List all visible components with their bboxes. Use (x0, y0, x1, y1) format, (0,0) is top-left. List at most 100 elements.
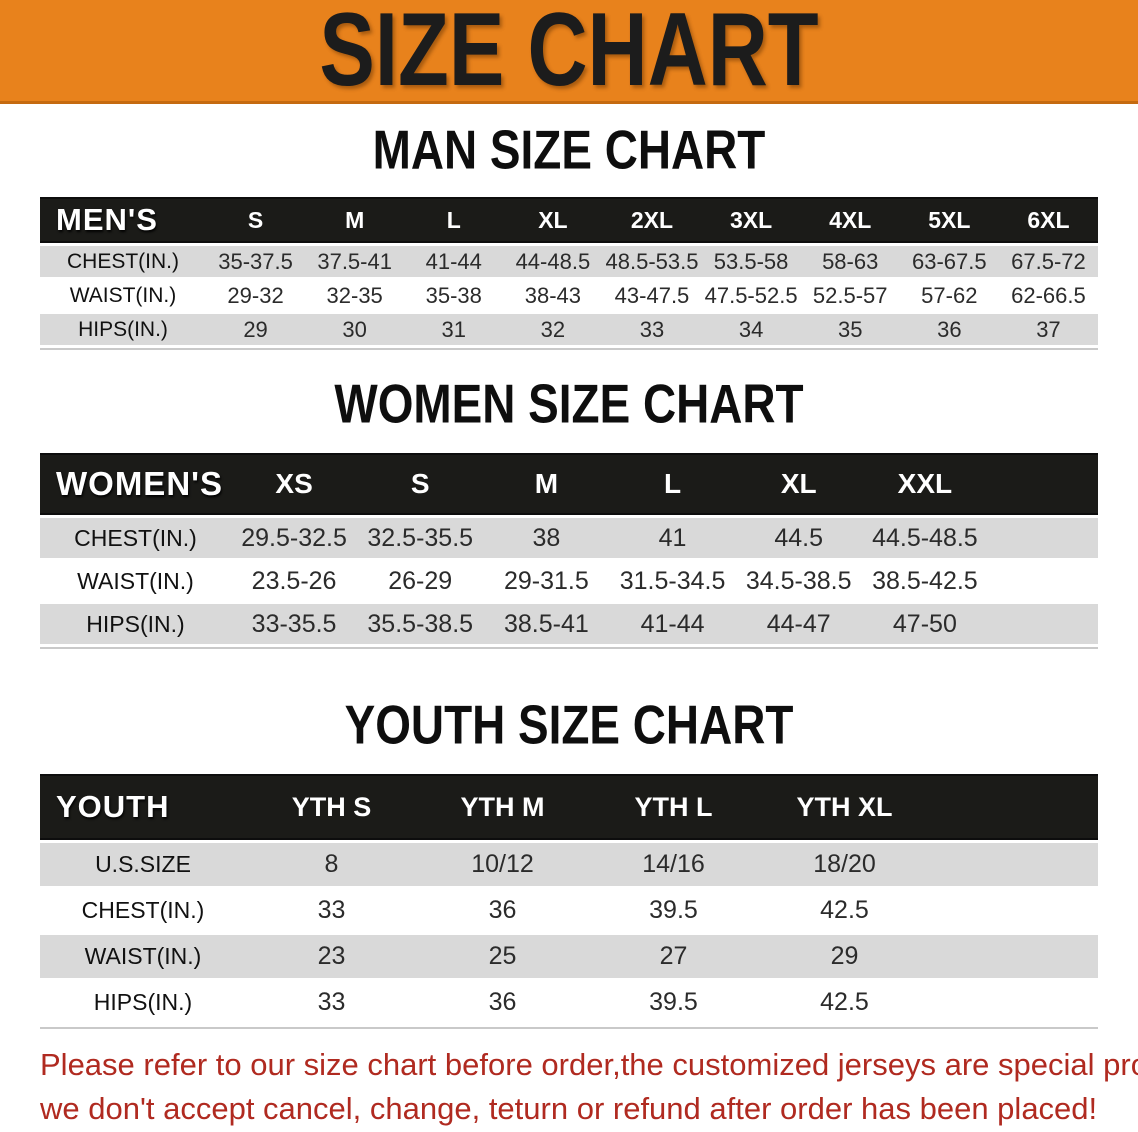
measure-label: U.S.SIZE (40, 843, 246, 886)
header-row: WOMEN'S XS S M L XL XXL (40, 453, 1098, 515)
banner-title: SIZE CHART (319, 0, 819, 108)
size-value: 67.5-72 (998, 246, 1098, 277)
size-value: 36 (417, 889, 588, 932)
size-value: 62-66.5 (998, 280, 1098, 311)
youth-section-title-text: YOUTH SIZE CHART (344, 694, 794, 756)
measure-label: HIPS(IN.) (40, 981, 246, 1024)
size-value: 34.5-38.5 (735, 561, 862, 601)
size-value: 38 (483, 518, 610, 558)
size-value: 33 (246, 981, 417, 1024)
size-value: 38.5-41 (483, 604, 610, 644)
size-value: 48.5-53.5 (602, 246, 702, 277)
size-value: 30 (305, 314, 405, 345)
size-column-header: 2XL (602, 197, 702, 243)
row-filler (930, 981, 1098, 1024)
size-column-header: L (609, 453, 736, 515)
table-row: WAIST(IN.) 29-32 32-35 35-38 38-43 43-47.5 47.… (40, 280, 1098, 311)
size-value: 44.5-48.5 (861, 518, 988, 558)
size-value: 35.5-38.5 (357, 604, 484, 644)
size-value: 33 (602, 314, 702, 345)
measure-label: CHEST(IN.) (40, 889, 246, 932)
size-value: 44.5 (735, 518, 862, 558)
size-value: 35-38 (404, 280, 504, 311)
size-column-header: XL (735, 453, 862, 515)
row-filler (988, 561, 1098, 601)
measure-label: WAIST(IN.) (40, 935, 246, 978)
size-value: 58-63 (800, 246, 900, 277)
row-filler (988, 518, 1098, 558)
size-value: 38-43 (503, 280, 603, 311)
size-value: 63-67.5 (899, 246, 999, 277)
men-section-title-text: MAN SIZE CHART (372, 119, 766, 181)
size-value: 34 (701, 314, 801, 345)
measure-label: WAIST(IN.) (40, 280, 206, 311)
table-row: WAIST(IN.) 23 25 27 29 (40, 935, 1098, 978)
row-filler (930, 889, 1098, 932)
size-column-header: S (357, 453, 484, 515)
table-row: CHEST(IN.) 29.5-32.5 32.5-35.5 38 41 44.5 44.5… (40, 518, 1098, 558)
header-row: YOUTH YTH S YTH M YTH L YTH XL (40, 774, 1098, 840)
measure-label: WAIST(IN.) (40, 561, 231, 601)
women-section-title-text: WOMEN SIZE CHART (334, 373, 804, 435)
size-value: 47-50 (861, 604, 988, 644)
women-section-title: WOMEN SIZE CHART (0, 373, 1138, 435)
size-value: 29 (759, 935, 930, 978)
size-column-header: YTH XL (759, 774, 930, 840)
size-value: 39.5 (588, 981, 759, 1024)
size-column-header: S (206, 197, 306, 243)
size-value: 38.5-42.5 (861, 561, 988, 601)
table-row: HIPS(IN.) 33 36 39.5 42.5 (40, 981, 1098, 1024)
women-section: WOMEN SIZE CHART WOMEN'S XS S M L XL XXL CHEST(… (0, 373, 1138, 649)
size-value: 23 (246, 935, 417, 978)
size-value: 36 (899, 314, 999, 345)
size-value: 8 (246, 843, 417, 886)
disclaimer-line-2: we don't accept cancel, change, teturn o… (40, 1091, 1098, 1126)
size-value: 31.5-34.5 (609, 561, 736, 601)
size-value: 32 (503, 314, 603, 345)
size-value: 18/20 (759, 843, 930, 886)
size-value: 29-32 (206, 280, 306, 311)
men-section: MAN SIZE CHART MEN'S S M L XL 2XL 3XL 4XL 5XL 6XL… (0, 119, 1138, 350)
measure-label: CHEST(IN.) (40, 518, 231, 558)
table-row: CHEST(IN.) 35-37.5 37.5-41 41-44 44-48.5 48.5… (40, 246, 1098, 277)
size-value: 52.5-57 (800, 280, 900, 311)
women-size-table: WOMEN'S XS S M L XL XXL CHEST(IN.) 29.5-32.5 32.5… (40, 450, 1098, 649)
size-value: 41-44 (609, 604, 736, 644)
size-value: 33 (246, 889, 417, 932)
size-column-header: M (305, 197, 405, 243)
youth-size-table: YOUTH YTH S YTH M YTH L YTH XL U.S.SIZE 8 10/12… (40, 771, 1098, 1029)
measure-label: HIPS(IN.) (40, 314, 206, 345)
size-value: 25 (417, 935, 588, 978)
size-value: 35 (800, 314, 900, 345)
size-column-header: YTH S (246, 774, 417, 840)
size-value: 44-47 (735, 604, 862, 644)
size-value: 35-37.5 (206, 246, 306, 277)
size-column-header: XS (231, 453, 358, 515)
row-filler (930, 935, 1098, 978)
size-column-header: 4XL (800, 197, 900, 243)
size-value: 29 (206, 314, 306, 345)
size-value: 26-29 (357, 561, 484, 601)
size-value: 27 (588, 935, 759, 978)
size-value: 36 (417, 981, 588, 1024)
size-value: 37 (998, 314, 1098, 345)
table-row: CHEST(IN.) 33 36 39.5 42.5 (40, 889, 1098, 932)
group-label: MEN'S (40, 197, 206, 243)
row-filler (930, 843, 1098, 886)
size-column-header: XL (503, 197, 603, 243)
measure-label: CHEST(IN.) (40, 246, 206, 277)
size-value: 39.5 (588, 889, 759, 932)
size-column-header: YTH L (588, 774, 759, 840)
size-value: 41-44 (404, 246, 504, 277)
size-value: 31 (404, 314, 504, 345)
size-value: 10/12 (417, 843, 588, 886)
size-value: 57-62 (899, 280, 999, 311)
size-value: 44-48.5 (503, 246, 603, 277)
size-value: 32.5-35.5 (357, 518, 484, 558)
size-column-header: YTH M (417, 774, 588, 840)
men-section-title: MAN SIZE CHART (0, 119, 1138, 181)
size-column-header: 6XL (998, 197, 1098, 243)
header-filler (988, 453, 1098, 515)
youth-section: YOUTH SIZE CHART YOUTH YTH S YTH M YTH L YTH… (0, 694, 1138, 1029)
